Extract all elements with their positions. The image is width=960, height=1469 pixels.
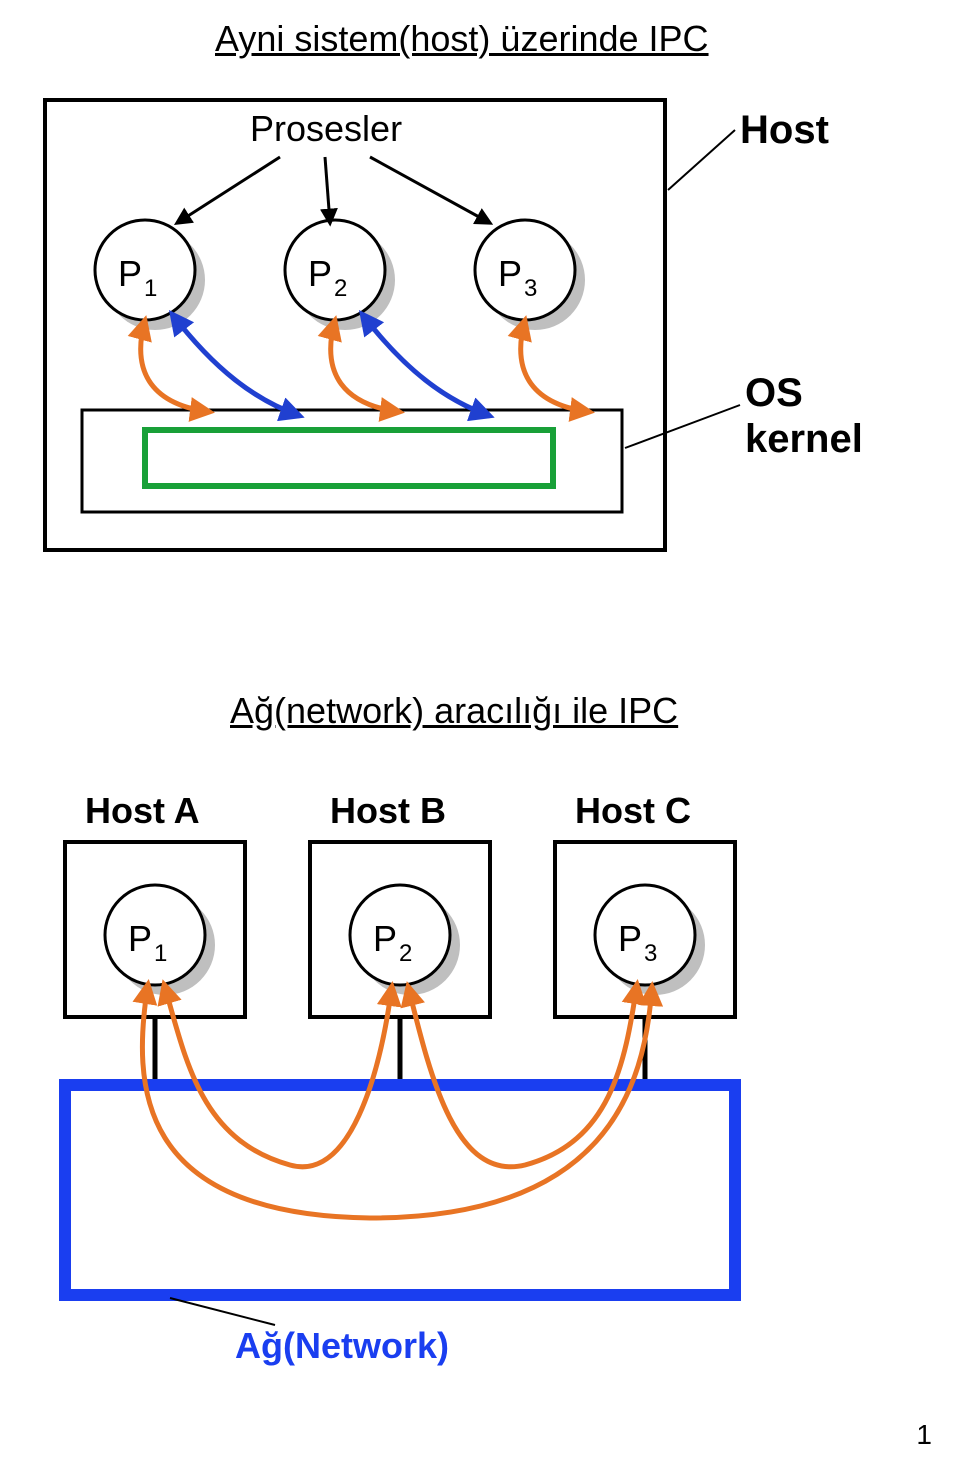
label-host-c: Host C (575, 790, 691, 832)
svg-text:2: 2 (334, 275, 347, 302)
label-os-l1: OS (745, 371, 803, 415)
svg-text:P: P (308, 253, 332, 294)
svg-text:1: 1 (154, 940, 167, 967)
svg-text:2: 2 (399, 940, 412, 967)
svg-text:P: P (618, 918, 642, 959)
svg-text:P: P (373, 918, 397, 959)
page-number: 1 (916, 1419, 932, 1451)
svg-text:3: 3 (524, 275, 537, 302)
label-host: Host (740, 108, 829, 153)
label-os-l2: kernel (745, 417, 863, 461)
label-ipc-mech-text: IPC mekanizması (170, 436, 439, 476)
svg-text:P: P (118, 253, 142, 294)
label-os-kernel: OS kernel (745, 370, 863, 462)
svg-text:P: P (498, 253, 522, 294)
label-prosesler: Prosesler (250, 108, 402, 150)
svg-text:P: P (128, 918, 152, 959)
svg-text:3: 3 (644, 940, 657, 967)
svg-text:1: 1 (144, 275, 157, 302)
diagram-svg: P1P2P3P1P2P3 (0, 0, 960, 1469)
label-network: Ağ(Network) (235, 1325, 449, 1367)
title-same-host-ipc: Ayni sistem(host) üzerinde IPC (215, 18, 709, 60)
label-host-b: Host B (330, 790, 446, 832)
label-host-a: Host A (85, 790, 200, 832)
title-network-ipc: Ağ(network) aracılığı ile IPC (230, 690, 678, 732)
label-ipc-mechanism: IPC mekanizması (170, 432, 439, 478)
